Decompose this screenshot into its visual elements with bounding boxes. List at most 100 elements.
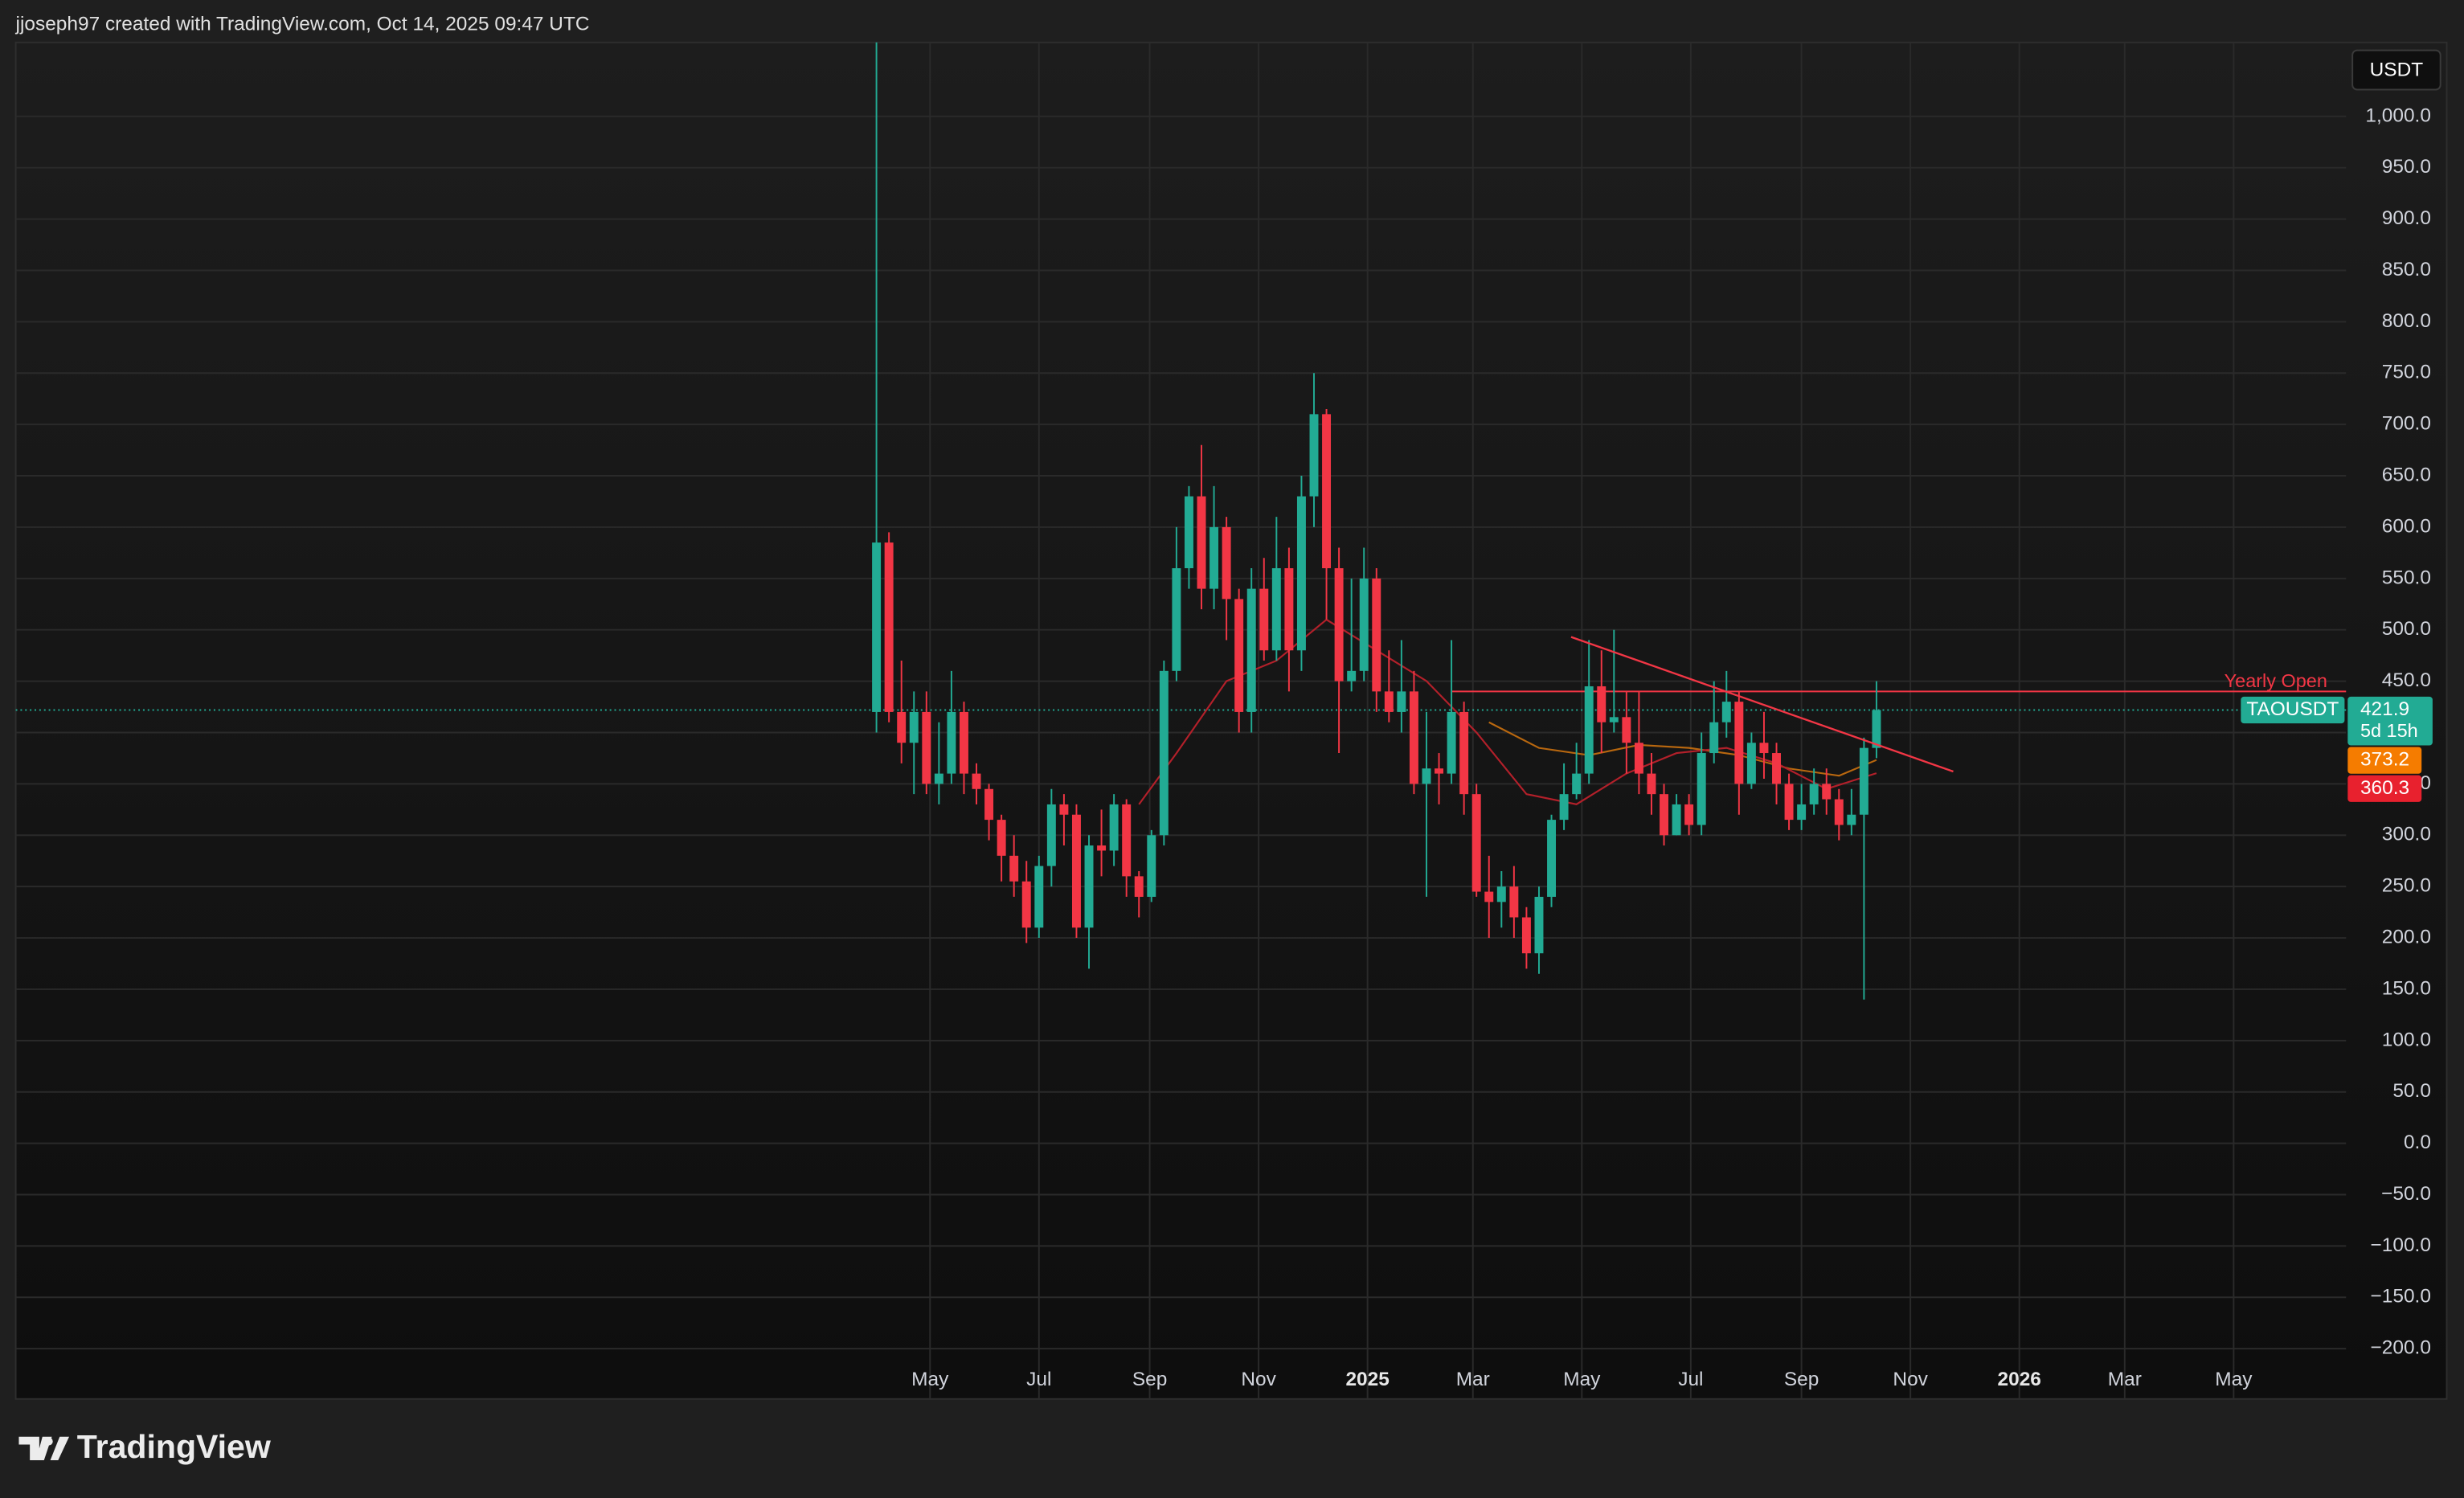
y-tick-label: −200.0 bbox=[2371, 1337, 2431, 1359]
brand-name: TradingView bbox=[77, 1428, 271, 1465]
header-text: jjoseph97 created with TradingView.com, … bbox=[15, 14, 590, 35]
candle-body bbox=[1109, 804, 1119, 851]
x-tick-label: 2025 bbox=[1345, 1369, 1389, 1390]
candle-body bbox=[1284, 568, 1294, 651]
x-tick-label: Mar bbox=[1456, 1369, 1490, 1390]
candle-body bbox=[972, 773, 981, 789]
y-tick-label: 850.0 bbox=[2382, 259, 2431, 280]
y-tick-label: 200.0 bbox=[2382, 926, 2431, 948]
candle-body bbox=[1422, 768, 1431, 784]
candle-body bbox=[1134, 876, 1144, 897]
candle-body bbox=[1521, 917, 1531, 954]
candle-body bbox=[1547, 820, 1557, 897]
x-tick-label: Sep bbox=[1132, 1369, 1167, 1390]
x-tick-label: Nov bbox=[1241, 1369, 1276, 1390]
symbol-tag-bg bbox=[2241, 696, 2345, 724]
ma-tag-bg bbox=[2347, 775, 2422, 802]
candle-body bbox=[922, 711, 931, 784]
candle-body bbox=[1859, 747, 1868, 815]
candle-body bbox=[1784, 784, 1794, 821]
x-tick-label: May bbox=[2215, 1369, 2253, 1390]
candle-body bbox=[1172, 568, 1181, 671]
candle-body bbox=[1647, 773, 1656, 795]
candle-body bbox=[1597, 686, 1607, 722]
candle-body bbox=[1372, 578, 1381, 692]
ma-tag-bg bbox=[2347, 747, 2422, 774]
candle-body bbox=[1322, 414, 1332, 569]
candle-body bbox=[1435, 768, 1444, 774]
candle-body bbox=[1384, 691, 1394, 712]
candle-body bbox=[1122, 804, 1132, 877]
y-tick-label: 1,000.0 bbox=[2365, 104, 2431, 126]
x-tick-label: Nov bbox=[1893, 1369, 1928, 1390]
logo-icon bbox=[18, 1436, 70, 1461]
candle-body bbox=[1622, 717, 1631, 743]
candle-body bbox=[984, 788, 994, 821]
x-tick-label: Mar bbox=[2108, 1369, 2142, 1390]
candle-body bbox=[1684, 804, 1694, 825]
y-tick-label: 50.0 bbox=[2392, 1080, 2431, 1102]
candle-body bbox=[1746, 743, 1756, 784]
candle-body bbox=[1222, 526, 1231, 600]
candle-body bbox=[1009, 855, 1019, 882]
candle-body bbox=[1484, 891, 1494, 902]
y-tick-label: 600.0 bbox=[2382, 515, 2431, 537]
countdown: 5d 15h bbox=[2360, 720, 2418, 741]
y-tick-label: −150.0 bbox=[2371, 1286, 2431, 1308]
candle-body bbox=[1759, 743, 1769, 754]
y-tick-label: 450.0 bbox=[2382, 669, 2431, 691]
y-tick-label: 100.0 bbox=[2382, 1029, 2431, 1050]
y-tick-label: 150.0 bbox=[2382, 977, 2431, 999]
y-tick-label: 750.0 bbox=[2382, 362, 2431, 383]
y-tick-label: 950.0 bbox=[2382, 156, 2431, 178]
brand-logo: TradingView bbox=[18, 1428, 271, 1465]
candle-body bbox=[1071, 814, 1081, 928]
x-tick-label: Jul bbox=[1026, 1369, 1051, 1390]
price-tag: 421.9 bbox=[2360, 698, 2409, 720]
candle-body bbox=[1471, 794, 1481, 892]
candle-body bbox=[1822, 784, 1832, 800]
x-tick-label: Sep bbox=[1784, 1369, 1819, 1390]
candle-body bbox=[1559, 794, 1569, 821]
candle-body bbox=[1772, 753, 1781, 784]
candle-body bbox=[1509, 886, 1519, 918]
y-tick-label: 800.0 bbox=[2382, 310, 2431, 332]
candle-body bbox=[897, 711, 907, 743]
candle-body bbox=[1809, 784, 1819, 804]
candle-body bbox=[934, 773, 943, 784]
candle-body bbox=[959, 711, 968, 774]
candle-body bbox=[1021, 881, 1031, 928]
candle-body bbox=[884, 542, 894, 712]
y-tick-label: 900.0 bbox=[2382, 207, 2431, 229]
candle-body bbox=[909, 711, 919, 743]
price-tag-bg bbox=[2347, 696, 2433, 746]
candle-body bbox=[1097, 845, 1107, 851]
yearly-open-label: Yearly Open bbox=[2225, 670, 2327, 691]
candle-body bbox=[1734, 702, 1744, 784]
candle-body bbox=[1397, 691, 1406, 712]
candle-body bbox=[1709, 722, 1719, 754]
candle-body bbox=[1797, 804, 1807, 821]
candle-body bbox=[1046, 804, 1056, 866]
candle-body bbox=[1634, 743, 1643, 774]
y-tick-label: 300.0 bbox=[2382, 824, 2431, 845]
candle-body bbox=[1159, 670, 1169, 836]
candle-body bbox=[1084, 845, 1094, 928]
x-tick-label: May bbox=[911, 1369, 949, 1390]
logo-dot bbox=[44, 1437, 53, 1446]
moving-average bbox=[1488, 721, 1877, 777]
candle-body bbox=[1059, 804, 1069, 815]
candle-body bbox=[1209, 526, 1219, 589]
currency-box bbox=[2351, 49, 2441, 91]
ma-tag: 360.3 bbox=[2360, 777, 2409, 799]
candle-body bbox=[1147, 835, 1156, 897]
candle-body bbox=[1034, 866, 1044, 928]
x-tick-label: Jul bbox=[1678, 1369, 1703, 1390]
currency-label: USDT bbox=[2370, 59, 2424, 80]
candle-body bbox=[1584, 686, 1594, 774]
x-tick-label: 2026 bbox=[1998, 1369, 2041, 1390]
y-tick-label: 250.0 bbox=[2382, 875, 2431, 897]
candle-body bbox=[1334, 568, 1344, 681]
